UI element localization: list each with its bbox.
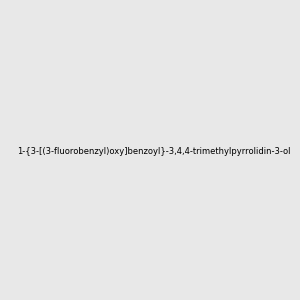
Text: 1-{3-[(3-fluorobenzyl)oxy]benzoyl}-3,4,4-trimethylpyrrolidin-3-ol: 1-{3-[(3-fluorobenzyl)oxy]benzoyl}-3,4,4… [17, 147, 290, 156]
